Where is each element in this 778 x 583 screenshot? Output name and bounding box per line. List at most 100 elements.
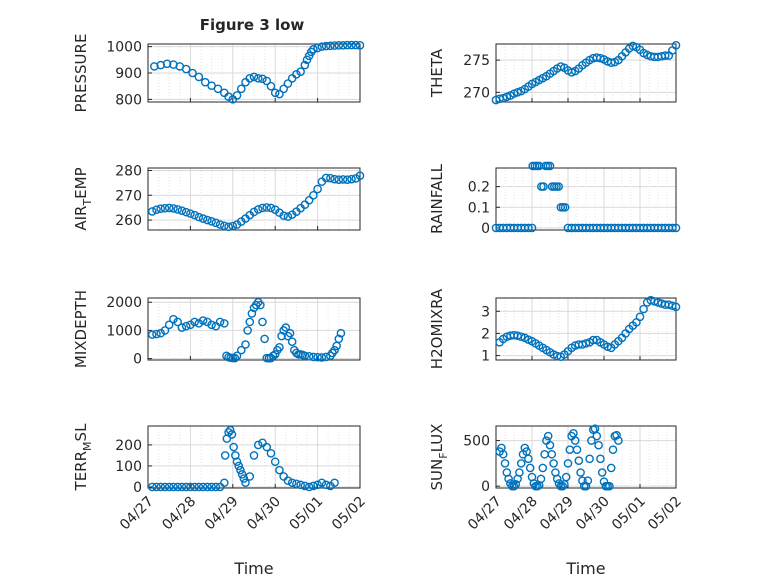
data-point bbox=[270, 350, 280, 359]
data-point bbox=[304, 352, 314, 361]
data-point bbox=[516, 332, 526, 342]
y-tick-label: 1000 bbox=[106, 323, 142, 339]
data-point bbox=[338, 41, 348, 50]
data-point bbox=[147, 482, 157, 492]
data-point bbox=[169, 314, 178, 324]
data-point bbox=[194, 482, 204, 492]
data-point bbox=[190, 317, 199, 327]
data-point bbox=[198, 482, 208, 492]
data-point bbox=[321, 480, 331, 490]
data-point bbox=[309, 481, 318, 491]
data-point bbox=[275, 89, 284, 99]
data-point bbox=[169, 482, 178, 492]
subplot-theta: 270 275 THETA bbox=[428, 40, 681, 105]
data-point bbox=[241, 340, 250, 349]
data-point bbox=[554, 182, 563, 191]
data-point bbox=[317, 478, 327, 488]
data-point bbox=[334, 334, 344, 344]
data-point bbox=[186, 482, 195, 492]
y-axis-label: MIXDEPTH bbox=[72, 290, 90, 368]
data-point bbox=[504, 474, 513, 484]
subplot-pressure: 800 900 1000 PRESSURE bbox=[72, 34, 365, 112]
data-point bbox=[262, 76, 272, 86]
data-point bbox=[306, 47, 316, 57]
data-point bbox=[534, 161, 544, 171]
data-point bbox=[249, 207, 259, 217]
data-point bbox=[552, 474, 562, 484]
data-point bbox=[351, 174, 361, 183]
data-point bbox=[258, 203, 267, 213]
data-point bbox=[287, 478, 297, 488]
data-point bbox=[266, 81, 276, 91]
y-tick-label: 100 bbox=[115, 459, 142, 475]
data-point bbox=[198, 214, 208, 223]
data-point bbox=[321, 41, 331, 51]
axes-box bbox=[495, 43, 677, 103]
data-point bbox=[232, 351, 242, 361]
data-point bbox=[234, 461, 244, 471]
data-point bbox=[279, 84, 288, 94]
data-point bbox=[300, 481, 310, 491]
data-point bbox=[181, 321, 191, 331]
data-point bbox=[283, 212, 293, 221]
data-point bbox=[203, 482, 212, 492]
data-point bbox=[160, 203, 170, 213]
data-point bbox=[300, 200, 310, 210]
data-point bbox=[317, 353, 327, 362]
data-point bbox=[215, 317, 225, 327]
data-point bbox=[164, 482, 174, 492]
data-point bbox=[347, 40, 356, 50]
data-point bbox=[285, 328, 295, 338]
y-tick-label: 900 bbox=[115, 66, 142, 82]
data-point bbox=[156, 204, 166, 213]
data-point bbox=[351, 40, 361, 50]
data-point bbox=[304, 195, 314, 205]
data-point bbox=[181, 482, 191, 492]
data-point bbox=[211, 218, 221, 228]
y-tick-label: 0 bbox=[481, 221, 490, 237]
data-point bbox=[581, 481, 591, 491]
data-point bbox=[152, 482, 161, 492]
subplot-rainfall: 0 0.1 0.2 RAINFALL bbox=[428, 161, 681, 237]
data-point bbox=[549, 459, 558, 468]
data-point bbox=[249, 72, 259, 82]
axes-box bbox=[495, 425, 677, 489]
data-point bbox=[594, 440, 603, 450]
data-point bbox=[270, 457, 280, 467]
data-point bbox=[236, 465, 245, 475]
data-point bbox=[660, 51, 670, 60]
data-point bbox=[671, 40, 681, 50]
data-point bbox=[236, 84, 246, 94]
y-tick-label: 275 bbox=[463, 53, 490, 69]
y-tick-label: 0 bbox=[133, 352, 142, 368]
data-point bbox=[581, 339, 591, 348]
data-point bbox=[194, 319, 204, 328]
data-point bbox=[524, 223, 533, 233]
data-point bbox=[262, 442, 272, 452]
data-point bbox=[639, 304, 648, 314]
data-point bbox=[260, 334, 269, 344]
data-point bbox=[173, 482, 182, 492]
subplot-mixdepth: 0 1000 2000 MIXDEPTH bbox=[72, 290, 361, 368]
data-point bbox=[309, 44, 318, 54]
y-axis-label: TERRMSL bbox=[72, 423, 94, 492]
data-point bbox=[300, 60, 310, 70]
data-point bbox=[275, 465, 284, 475]
data-point bbox=[277, 331, 286, 341]
data-point bbox=[527, 223, 537, 233]
data-point bbox=[177, 206, 187, 215]
data-point bbox=[334, 175, 344, 184]
data-point bbox=[266, 203, 276, 213]
data-point bbox=[355, 41, 365, 50]
axes-box bbox=[147, 167, 361, 231]
data-point bbox=[213, 84, 223, 94]
data-point bbox=[330, 478, 339, 488]
data-point bbox=[671, 302, 681, 312]
data-point bbox=[338, 175, 348, 184]
data-point bbox=[181, 64, 191, 74]
data-point bbox=[498, 449, 508, 459]
data-point bbox=[268, 351, 278, 361]
data-point bbox=[296, 67, 305, 76]
figure-title: Figure 3 low bbox=[200, 16, 305, 34]
